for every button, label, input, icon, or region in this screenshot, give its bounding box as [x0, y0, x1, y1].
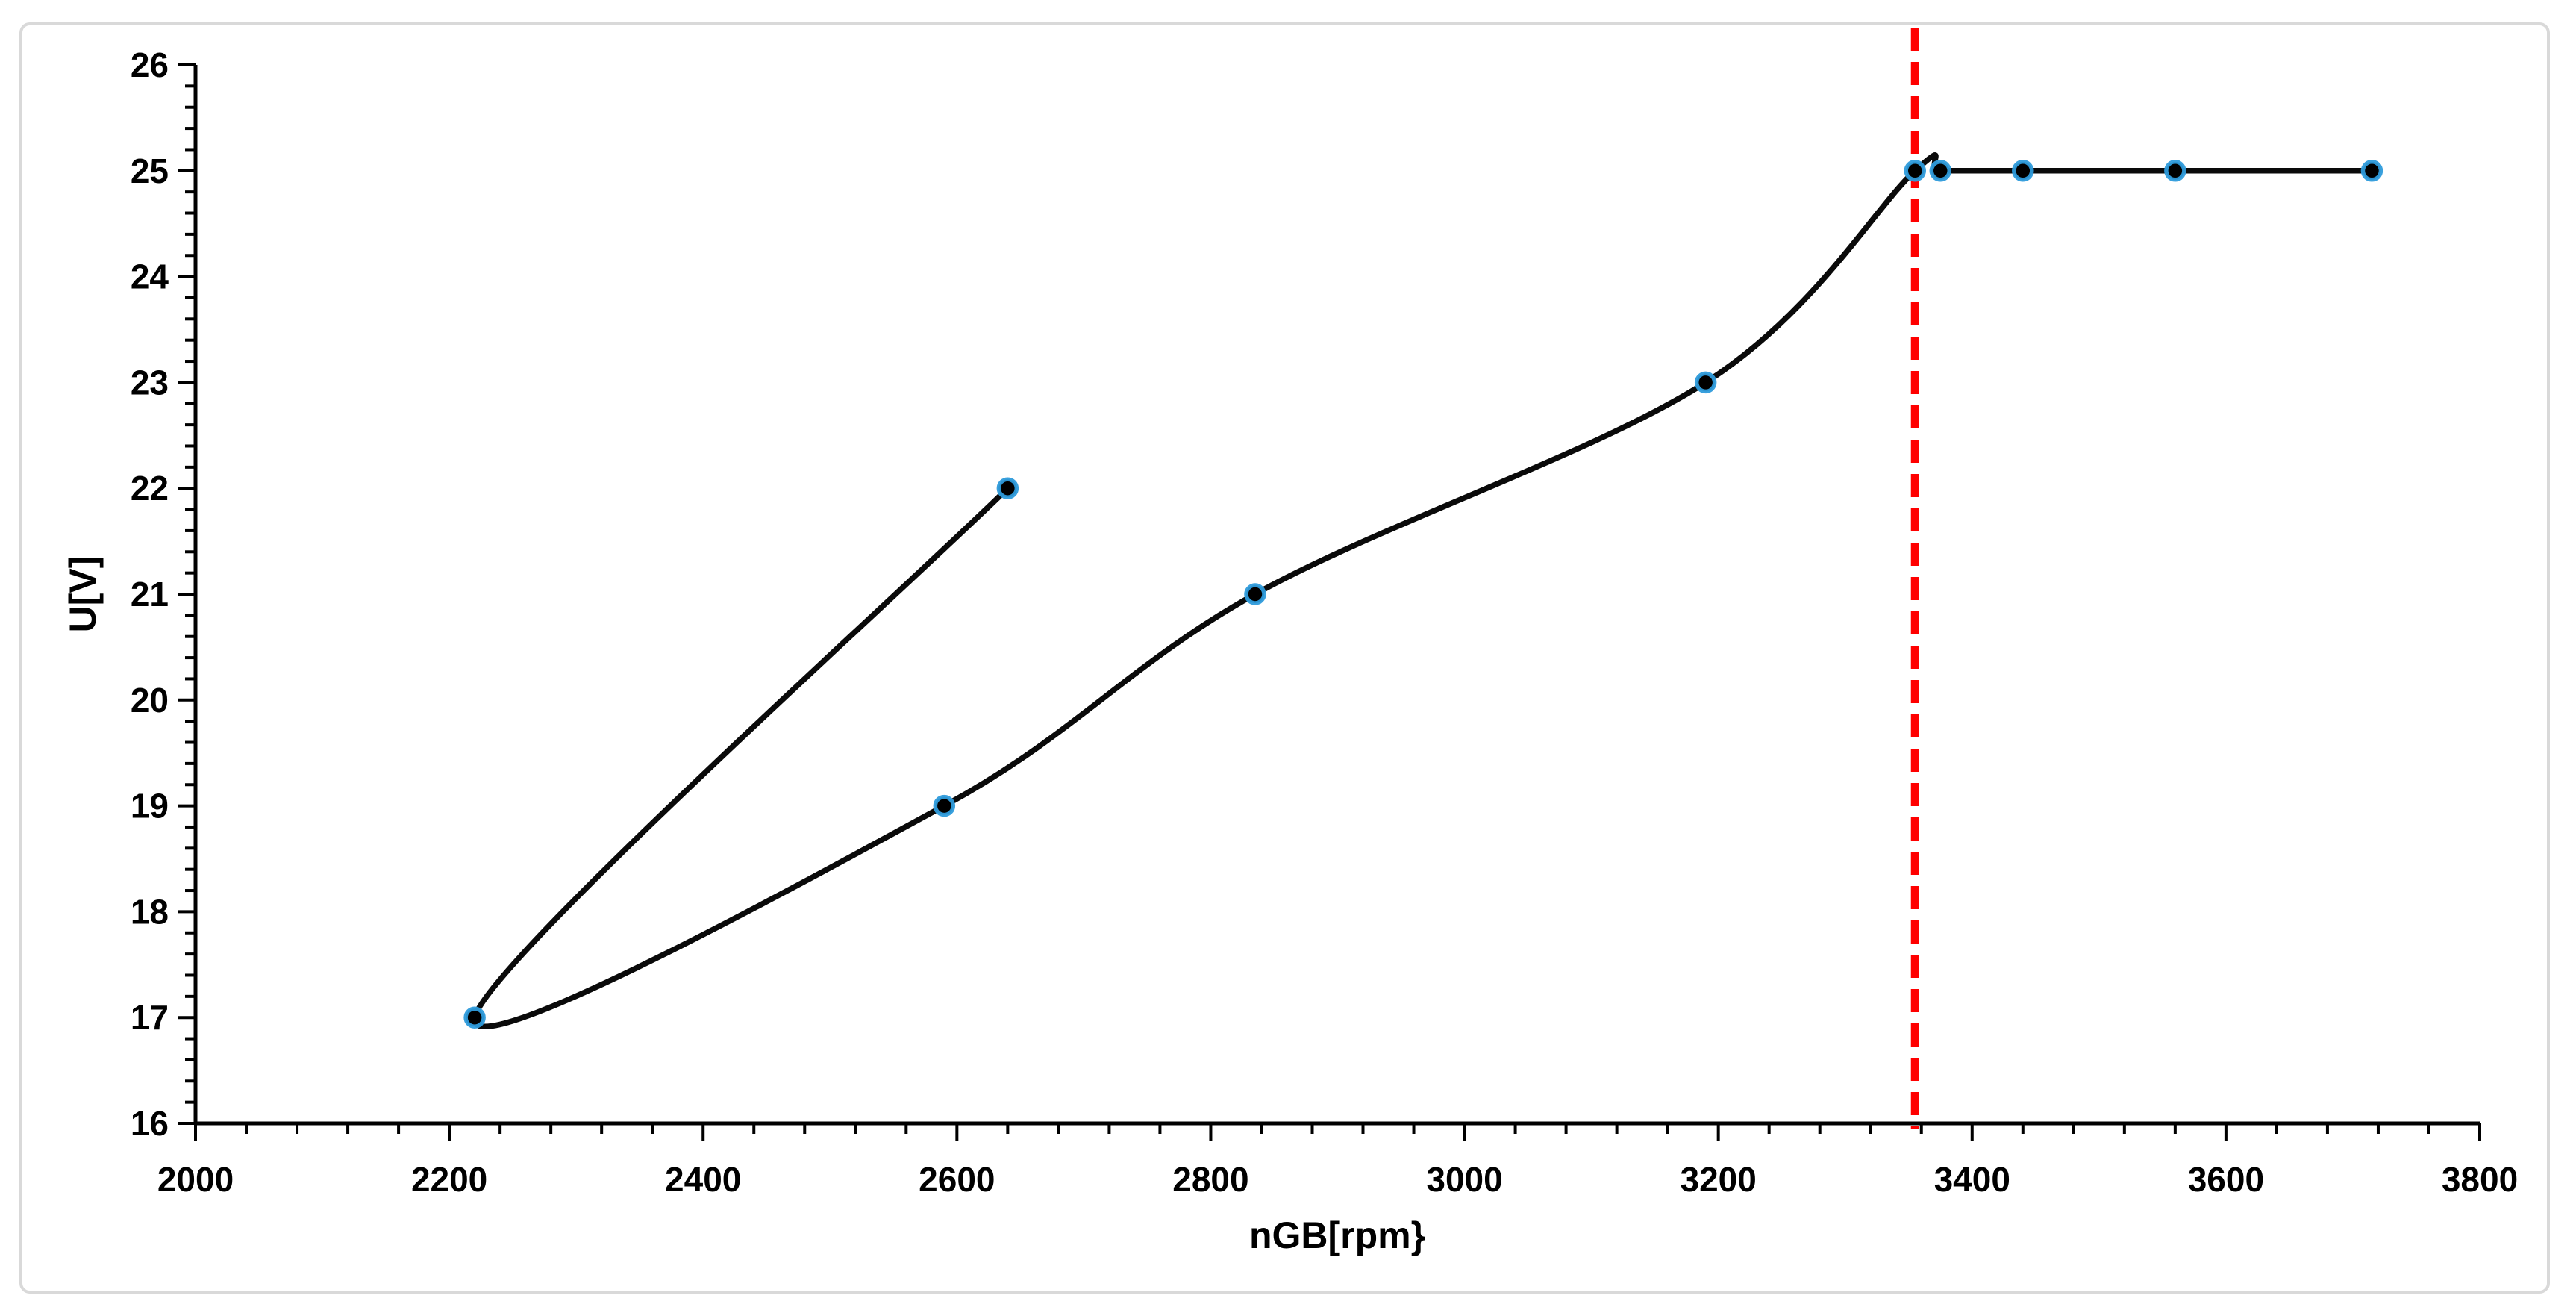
series-line [472, 152, 2375, 1029]
y-axis-tick-label: 24 [131, 258, 169, 296]
x-axis-tick-label: 3000 [1426, 1160, 1502, 1199]
data-point-marker [996, 477, 1019, 499]
x-axis-tick-label: 3200 [1680, 1160, 1756, 1199]
y-axis-tick-label: 25 [131, 152, 169, 190]
data-point-marker [1929, 160, 1952, 182]
x-axis-tick-label: 3400 [1934, 1160, 2010, 1199]
y-axis-tick-label: 26 [131, 46, 169, 84]
y-axis-tick-label: 23 [131, 363, 169, 402]
y-axis-tick-label: 16 [131, 1104, 169, 1143]
y-axis-tick-label: 22 [131, 469, 169, 508]
y-axis-title: U[V] [62, 556, 104, 633]
x-axis-tick-label: 3600 [2188, 1160, 2264, 1199]
y-axis-tick-label: 21 [131, 575, 169, 614]
x-axis-tick-label: 2000 [157, 1160, 234, 1199]
x-axis-title: nGB[rpm} [1249, 1214, 1425, 1256]
chart-panel [19, 22, 2550, 1294]
data-point-marker [1244, 583, 1266, 605]
x-axis-tick-label: 3800 [2442, 1160, 2518, 1199]
y-axis-tick-label: 17 [131, 998, 169, 1037]
y-axis-tick-label: 20 [131, 681, 169, 720]
data-point-marker [2360, 160, 2383, 182]
data-point-marker [463, 1006, 486, 1029]
data-point-marker [933, 794, 956, 817]
data-point-marker [1694, 371, 1717, 394]
x-axis-tick-label: 2200 [411, 1160, 487, 1199]
x-axis-tick-label: 2800 [1172, 1160, 1248, 1199]
y-axis-tick-label: 18 [131, 892, 169, 931]
y-axis-tick-label: 19 [131, 787, 169, 826]
chart-generated-layer: 2000 2200 2400 2600 2800 3000 3200 3400 3600 3800… [131, 28, 2518, 1199]
data-point-marker [1904, 160, 1927, 182]
x-axis-tick-label: 2600 [919, 1160, 995, 1199]
data-point-marker [2012, 160, 2034, 182]
x-axis-tick-label: 2400 [665, 1160, 741, 1199]
data-point-marker [2164, 160, 2186, 182]
